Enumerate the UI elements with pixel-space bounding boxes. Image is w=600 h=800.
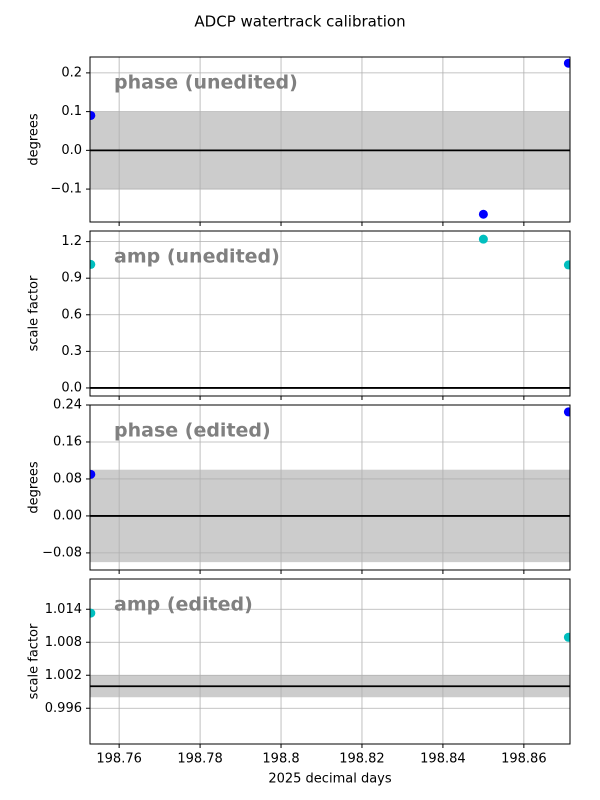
panel-annotation: amp (edited) <box>114 594 253 616</box>
data-point <box>90 608 96 618</box>
y-tick-label: −0.1 <box>50 182 82 197</box>
y-tick-label: 0.2 <box>61 65 82 80</box>
x-tick-label: 198.78 <box>177 752 223 767</box>
y-tick-label: 0.08 <box>53 471 82 486</box>
axes-frame <box>89 404 571 571</box>
plot-area <box>90 579 570 744</box>
y-axis-label: degrees <box>27 461 42 514</box>
y-tick-label: 0.3 <box>61 344 82 359</box>
figure-title: ADCP watertrack calibration <box>194 13 405 31</box>
y-tick-label: 0.24 <box>53 398 82 413</box>
plot-area <box>90 405 570 570</box>
plot-area <box>90 57 570 222</box>
data-point <box>90 469 96 479</box>
data-point <box>90 259 96 269</box>
y-tick-label: 1.2 <box>61 234 82 249</box>
data-point <box>478 234 488 244</box>
data-point <box>90 110 96 120</box>
y-tick-label: 0.996 <box>45 701 82 716</box>
y-tick-label: 0.0 <box>61 143 82 158</box>
x-tick-label: 198.86 <box>501 752 547 767</box>
y-tick-label: 1.014 <box>45 602 82 617</box>
y-tick-label: 1.002 <box>45 668 82 683</box>
y-axis-label: degrees <box>27 113 42 166</box>
plot-area <box>90 231 570 396</box>
axes-frame <box>89 578 571 745</box>
panel-annotation: phase (edited) <box>114 420 271 442</box>
x-tick-label: 198.84 <box>420 752 466 767</box>
y-tick-label: 0.0 <box>61 380 82 395</box>
y-tick-label: 0.9 <box>61 271 82 286</box>
x-axis-label: 2025 decimal days <box>268 772 392 787</box>
y-tick-label: 0.16 <box>53 434 82 449</box>
data-point <box>478 209 488 219</box>
y-tick-label: 0.6 <box>61 307 82 322</box>
data-point <box>563 260 570 270</box>
x-tick-label: 198.76 <box>96 752 142 767</box>
panel-annotation: amp (unedited) <box>114 246 280 268</box>
y-axis-label: scale factor <box>27 623 42 699</box>
y-tick-label: 1.008 <box>45 635 82 650</box>
y-tick-label: −0.08 <box>42 545 82 560</box>
axes-frame <box>89 56 571 223</box>
data-point <box>563 58 570 68</box>
data-point <box>563 407 570 417</box>
panel-annotation: phase (unedited) <box>114 72 298 94</box>
y-tick-label: 0.1 <box>61 104 82 119</box>
y-axis-label: scale factor <box>27 275 42 351</box>
data-point <box>563 632 570 642</box>
axes-frame <box>89 230 571 397</box>
x-tick-label: 198.8 <box>262 752 299 767</box>
x-tick-label: 198.82 <box>339 752 385 767</box>
y-tick-label: 0.00 <box>53 508 82 523</box>
